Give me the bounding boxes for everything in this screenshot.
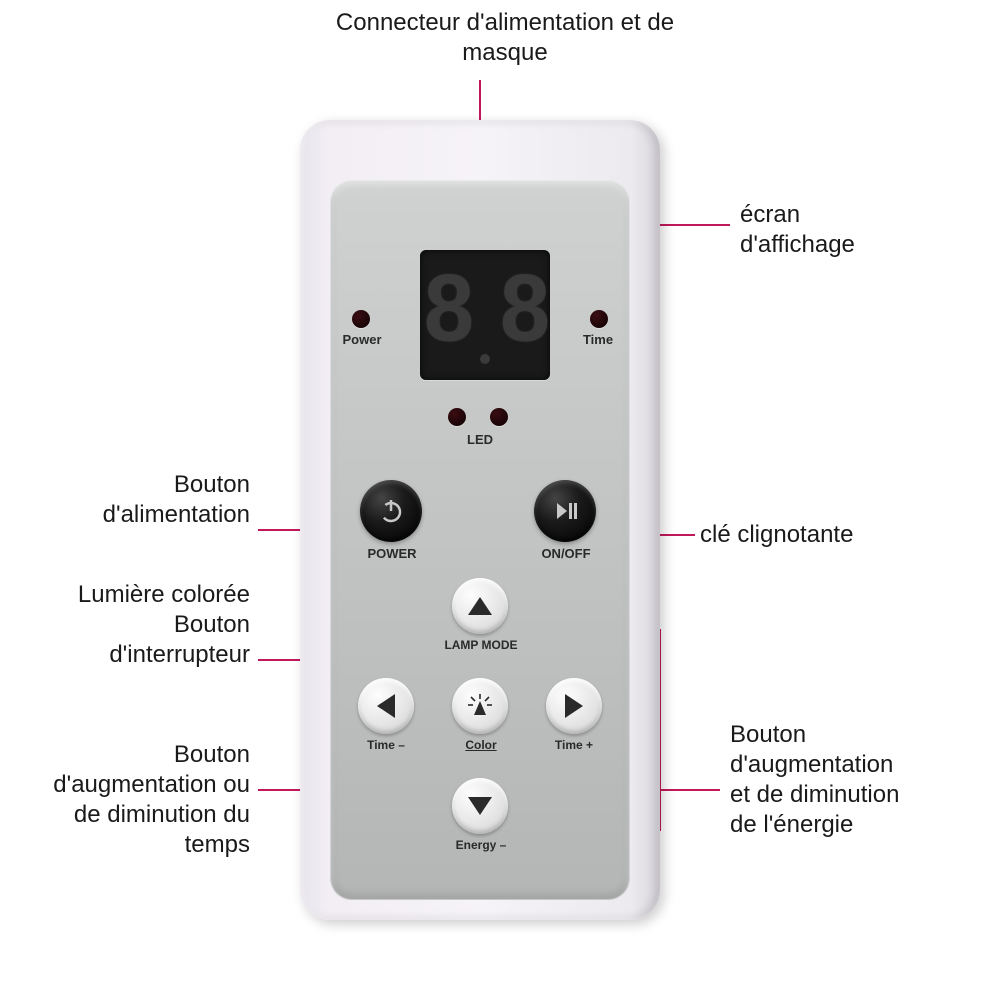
- arrow-up-icon: [468, 597, 492, 615]
- time-indicator: [590, 310, 608, 328]
- energy-minus-button[interactable]: [452, 778, 508, 834]
- play-pause-icon: [551, 497, 579, 525]
- time-indicator-label: Time: [576, 332, 620, 347]
- energy-minus-label: Energy –: [438, 838, 524, 852]
- power-button[interactable]: [360, 480, 422, 542]
- remote-body: 8 8 Power Time LED POWER: [300, 120, 660, 920]
- led-indicator-2: [490, 408, 508, 426]
- lamp-icon: [465, 691, 495, 721]
- onoff-button-label: ON/OFF: [526, 546, 606, 561]
- led-indicator-1: [448, 408, 466, 426]
- color-button[interactable]: [452, 678, 508, 734]
- arrow-left-icon: [377, 694, 395, 718]
- lamp-mode-label: LAMP MODE: [438, 638, 524, 652]
- callout-connector: Connecteur d'alimentation et demasque: [270, 8, 740, 68]
- onoff-button[interactable]: [534, 480, 596, 542]
- power-indicator-label: Power: [340, 332, 384, 347]
- time-minus-button[interactable]: [358, 678, 414, 734]
- arrow-right-icon: [565, 694, 583, 718]
- arrow-down-icon: [468, 797, 492, 815]
- callout-display: écrand'affichage: [740, 200, 960, 260]
- display-digit-1: 8: [422, 259, 472, 371]
- callout-time-button: Boutond'augmentation oude diminution dut…: [0, 740, 250, 860]
- power-icon: [376, 496, 406, 526]
- callout-blink-key: clé clignotante: [700, 520, 950, 550]
- callout-energy-button: Boutond'augmentationet de diminutionde l…: [730, 720, 980, 840]
- led-indicator-label: LED: [458, 432, 502, 447]
- power-indicator: [352, 310, 370, 328]
- display-dot: [480, 354, 490, 364]
- callout-color-light: Lumière coloréeBoutond'interrupteur: [20, 580, 250, 670]
- lcd-display: 8 8: [420, 250, 550, 380]
- time-minus-label: Time –: [348, 738, 424, 752]
- time-plus-button[interactable]: [546, 678, 602, 734]
- color-button-label: Color: [446, 738, 516, 752]
- time-plus-label: Time +: [536, 738, 612, 752]
- lamp-mode-button[interactable]: [452, 578, 508, 634]
- remote-faceplate: 8 8 Power Time LED POWER: [330, 180, 630, 900]
- power-button-label: POWER: [352, 546, 432, 561]
- display-digit-2: 8: [498, 259, 548, 371]
- callout-power-button: Boutond'alimentation: [20, 470, 250, 530]
